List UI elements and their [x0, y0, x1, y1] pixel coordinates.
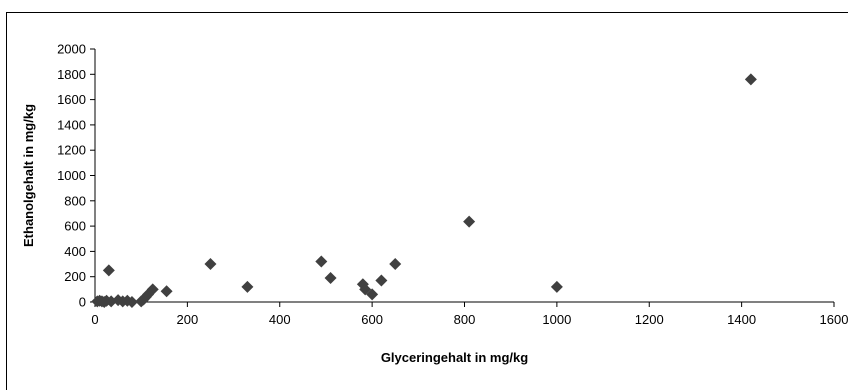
y-tick-label: 1600 [57, 92, 86, 107]
y-tick-label: 1400 [57, 117, 86, 132]
data-point [125, 296, 138, 308]
x-axis-title: Glyceringehalt in mg/kg [381, 350, 528, 365]
data-point [463, 215, 476, 228]
y-tick-label: 600 [64, 219, 86, 234]
data-point [204, 258, 217, 271]
chart-frame [6, 12, 848, 390]
data-point [375, 274, 388, 287]
x-tick-label: 1000 [542, 312, 571, 327]
data-point [550, 280, 563, 293]
x-tick-label: 1600 [820, 312, 848, 327]
x-tick-label: 800 [454, 312, 476, 327]
data-point [241, 280, 254, 293]
x-tick-label: 400 [269, 312, 291, 327]
x-tick-label: 600 [361, 312, 383, 327]
y-tick-label: 1000 [57, 168, 86, 183]
data-point [366, 288, 379, 301]
y-tick-label: 800 [64, 193, 86, 208]
y-tick-label: 2000 [57, 42, 86, 57]
data-point [102, 264, 115, 277]
y-axis-title: Ethanolgehalt in mg/kg [21, 104, 36, 247]
x-tick-label: 0 [91, 312, 98, 327]
x-tick-label: 1400 [727, 312, 756, 327]
data-point [315, 255, 328, 268]
y-tick-label: 200 [64, 269, 86, 284]
y-tick-label: 0 [79, 295, 86, 310]
x-axis-ticks: 0 200 400 600 800 1000 1200 1400 1600 [91, 302, 848, 327]
data-point [744, 73, 757, 86]
x-tick-label: 1200 [635, 312, 664, 327]
data-points [91, 73, 757, 308]
y-tick-label: 1800 [57, 67, 86, 82]
data-point [160, 285, 173, 298]
y-axis-ticks: 0 200 400 600 800 1000 1200 1400 1600 1800 2000 [57, 42, 95, 310]
data-point [324, 271, 337, 284]
y-tick-label: 1200 [57, 143, 86, 158]
data-point [389, 258, 402, 271]
data-point [146, 283, 159, 296]
x-tick-label: 200 [177, 312, 199, 327]
y-tick-label: 400 [64, 244, 86, 259]
